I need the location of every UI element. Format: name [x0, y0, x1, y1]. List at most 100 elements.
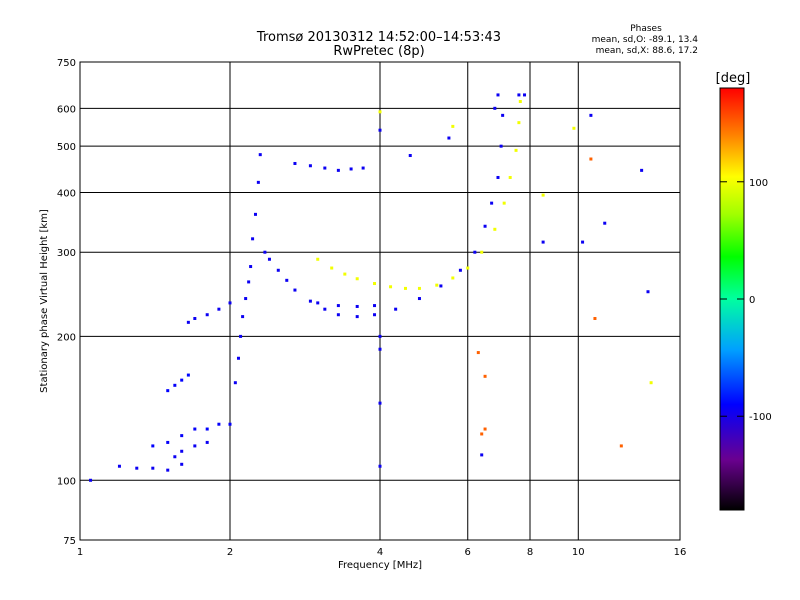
data-point: [517, 121, 521, 125]
data-point: [447, 136, 451, 140]
data-point: [541, 193, 545, 197]
data-point: [508, 175, 512, 179]
data-point: [236, 356, 240, 360]
data-point: [378, 347, 382, 351]
data-point: [373, 282, 377, 286]
data-point: [193, 427, 197, 431]
data-point: [186, 373, 190, 377]
y-tick-label: 600: [57, 104, 76, 115]
data-point: [263, 250, 267, 254]
x-tick-label: 8: [527, 547, 533, 558]
chart-subtitle: RwPretec (8p): [333, 44, 424, 59]
data-point: [166, 389, 170, 393]
data-point: [518, 100, 522, 104]
data-point: [378, 334, 382, 338]
data-point: [483, 427, 487, 431]
data-point: [276, 268, 280, 272]
y-axis-label: Stationary phase Virtual Height [km]: [39, 209, 50, 393]
data-point: [205, 313, 209, 317]
data-point: [355, 315, 359, 319]
colorbar-tick-label: 0: [749, 295, 755, 306]
grid: [80, 62, 680, 540]
x-tick-label: 4: [377, 547, 383, 558]
data-point: [285, 278, 289, 282]
x-tick-label: 1: [77, 547, 83, 558]
data-point: [373, 304, 377, 308]
data-point: [483, 374, 487, 378]
phases-title: Phases: [630, 24, 662, 34]
data-point: [293, 161, 297, 165]
data-point: [258, 153, 262, 157]
x-axis-label: Frequency [MHz]: [338, 560, 422, 571]
data-point: [483, 224, 487, 228]
data-point: [233, 381, 237, 385]
data-point: [473, 250, 477, 254]
data-point: [466, 266, 470, 270]
data-point: [389, 285, 393, 289]
data-point: [378, 401, 382, 405]
data-point: [135, 466, 139, 470]
data-point: [355, 277, 359, 281]
data-point: [451, 276, 455, 280]
phases-x-stats: mean, sd,X: 88.6, 17.2: [596, 46, 698, 56]
data-point: [316, 301, 320, 305]
data-point: [394, 307, 398, 311]
data-point: [361, 166, 365, 170]
y-tick-label: 75: [63, 536, 76, 547]
data-point: [89, 478, 93, 482]
data-point: [267, 257, 271, 261]
data-point: [417, 286, 421, 290]
data-point: [493, 106, 497, 110]
data-point: [151, 444, 155, 448]
data-point: [293, 288, 297, 292]
colorbar-label: [deg]: [716, 71, 751, 86]
data-point: [244, 297, 248, 301]
data-point: [603, 221, 607, 225]
data-point: [308, 164, 312, 168]
data-point: [589, 157, 593, 161]
data-point: [180, 434, 184, 438]
data-point: [501, 113, 505, 117]
data-point: [323, 307, 327, 311]
colorbar-tick-label: -100: [749, 412, 772, 423]
data-point: [499, 144, 503, 148]
x-tick-label: 2: [227, 547, 233, 558]
y-tick-labels: 75 100 200 300 400 500 600 750: [57, 58, 76, 547]
data-point: [480, 432, 484, 436]
data-point: [572, 126, 576, 130]
data-point: [493, 227, 497, 231]
data-point: [228, 422, 232, 426]
plot-frame: [79, 61, 681, 541]
data-point: [186, 320, 190, 324]
data-point: [480, 453, 484, 457]
data-points: [89, 93, 653, 482]
data-point: [180, 462, 184, 466]
data-point: [166, 468, 170, 472]
y-tick-label: 500: [57, 142, 76, 153]
data-point: [173, 455, 177, 459]
data-point: [180, 449, 184, 453]
data-point: [193, 316, 197, 320]
y-tick-label: 400: [57, 188, 76, 199]
data-point: [502, 201, 506, 205]
data-point: [619, 444, 623, 448]
data-point: [316, 257, 320, 261]
data-point: [343, 272, 347, 276]
data-point: [649, 381, 653, 385]
data-point: [151, 466, 155, 470]
y-tick-label: 100: [57, 476, 76, 487]
data-point: [217, 422, 221, 426]
data-point: [523, 93, 527, 97]
data-point: [373, 313, 377, 317]
data-point: [458, 268, 462, 272]
x-tick-label: 16: [674, 547, 687, 558]
data-point: [496, 93, 500, 97]
data-point: [403, 286, 407, 290]
data-point: [308, 299, 312, 303]
data-point: [435, 283, 439, 287]
data-point: [593, 316, 597, 320]
y-tick-label: 750: [57, 58, 76, 69]
data-point: [241, 315, 245, 319]
data-point: [253, 212, 257, 216]
